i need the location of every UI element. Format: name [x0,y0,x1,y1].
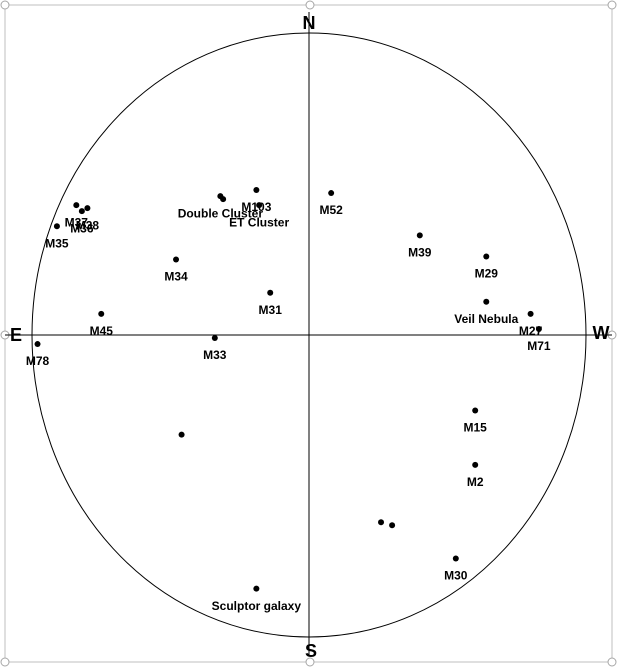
object-point [84,205,91,212]
object-point [483,298,490,305]
object-point [472,461,479,468]
object-point [267,289,274,296]
object-label: M30 [444,569,468,583]
object-label: M31 [259,303,283,317]
object-label: M36 [70,221,94,235]
object-point [389,522,396,529]
object-point [256,202,263,209]
object-label: M38 [76,218,100,232]
object-point [378,519,385,526]
object-label: M35 [45,236,69,250]
object-label: M15 [464,421,488,435]
object-label: ET Cluster [229,215,289,229]
object-label: M2 [467,475,484,489]
object-label: M34 [164,270,188,284]
object-label: M45 [90,324,114,338]
object-label: M52 [319,203,343,217]
object-point [53,223,60,230]
object-point [535,325,542,332]
object-label: M29 [475,267,499,281]
object-label: Veil Nebula [454,312,518,326]
north-label: N [303,13,316,33]
object-point [253,187,260,194]
object-point [253,585,260,592]
south-label: S [305,641,317,661]
east-label: E [10,325,22,345]
object-point [73,202,80,209]
object-point [416,232,423,239]
object-point [211,335,218,342]
object-point [34,341,41,348]
object-label: M78 [26,354,50,368]
object-label: M103 [241,200,271,214]
object-point [527,310,534,317]
object-point [328,190,335,197]
object-label: M71 [527,339,551,353]
object-label: M39 [408,246,432,260]
object-point [178,431,185,438]
object-point [173,256,180,263]
west-label: W [593,323,610,343]
object-point [452,555,459,562]
object-point [98,310,105,317]
object-point [472,407,479,414]
object-label: M33 [203,348,227,362]
object-point [483,253,490,260]
object-label: M37 [65,215,89,229]
object-point [220,196,227,203]
object-point [78,208,85,215]
object-label: Sculptor galaxy [212,599,302,613]
object-label: Double Cluster [178,206,264,220]
